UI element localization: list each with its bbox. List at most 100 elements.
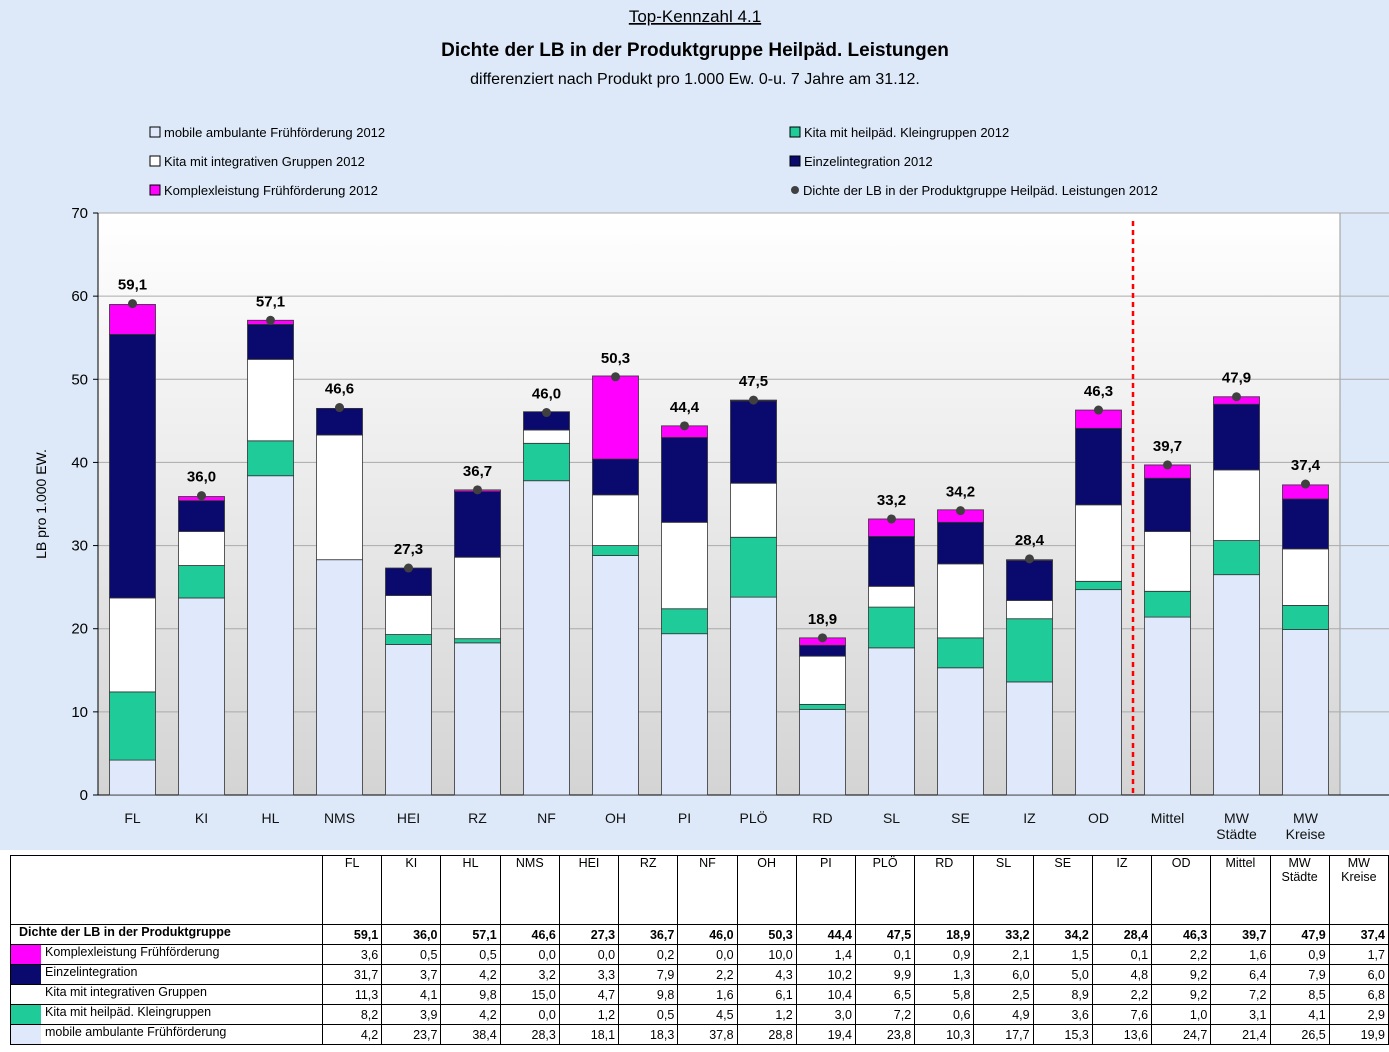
- x-tick-label: KI: [194, 810, 209, 826]
- bar-segment: [178, 500, 225, 532]
- value-cell: 24,7: [1151, 1024, 1212, 1045]
- bar-segment: [799, 708, 846, 796]
- bar-segment: [1006, 600, 1053, 620]
- value-cell: 0,0: [558, 944, 620, 965]
- value-cell: 3,1: [1210, 1004, 1271, 1025]
- legend-label: mobile ambulante Frühförderung 2012: [164, 125, 385, 140]
- value-cell: 2,2: [1151, 944, 1212, 965]
- total-label: 46,3: [1084, 383, 1113, 400]
- bar-segment: [937, 667, 984, 796]
- bar-segment: [178, 531, 225, 566]
- bar-segment: [868, 585, 915, 608]
- total-dot: [1163, 460, 1172, 470]
- x-tick-label: MW Kreise: [1285, 810, 1326, 842]
- total-label: 57,1: [256, 293, 285, 310]
- legend-marker: [789, 126, 801, 138]
- header-cell: FL: [321, 855, 383, 925]
- bar-segment: [1075, 580, 1122, 591]
- y-tick-label: 0: [80, 787, 88, 804]
- row-label-cell: Komplexleistung Frühförderung: [10, 944, 323, 965]
- value-cell: 6,8: [1328, 984, 1389, 1005]
- value-cell: 3,3: [558, 964, 620, 985]
- value-cell: 50,3: [736, 924, 797, 945]
- value-cell: 57,1: [440, 924, 501, 945]
- row-swatch: [11, 945, 41, 964]
- row-label: mobile ambulante Frühförderung: [45, 1025, 227, 1040]
- bar-segment: [178, 565, 225, 599]
- legend-label: Kita mit heilpäd. Kleingruppen 2012: [804, 125, 1009, 140]
- header-cell: OH: [736, 855, 797, 925]
- bar-segment: [385, 634, 432, 645]
- bar-segment: [109, 759, 156, 796]
- value-cell: 3,6: [321, 944, 383, 965]
- value-cell: 0,5: [440, 944, 501, 965]
- row-label-cell: Kita mit heilpäd. Kleingruppen: [10, 1004, 323, 1025]
- header-cell: OD: [1151, 855, 1212, 925]
- value-cell: 8,9: [1032, 984, 1093, 1005]
- value-cell: 9,2: [1151, 964, 1212, 985]
- value-cell: 18,1: [558, 1024, 620, 1045]
- table-row: Komplexleistung Frühförderung 3,6 0,5 0,5 0,…: [10, 944, 1389, 965]
- total-label: 34,2: [946, 484, 975, 501]
- bar-segment: [799, 644, 846, 657]
- total-dot: [887, 514, 896, 524]
- value-cell: 31,7: [321, 964, 383, 985]
- header-cell: SL: [973, 855, 1034, 925]
- total-dot: [1025, 554, 1034, 564]
- row-label: Kita mit heilpäd. Kleingruppen: [45, 1005, 212, 1020]
- bar-segment: [316, 434, 363, 561]
- value-cell: 0,1: [854, 944, 916, 965]
- total-label: 50,3: [601, 350, 630, 367]
- bar-segment: [730, 596, 777, 796]
- bar-segment: [454, 642, 501, 796]
- value-cell: 44,4: [795, 924, 856, 945]
- value-cell: 33,2: [973, 924, 1034, 945]
- value-cell: 4,5: [677, 1004, 738, 1025]
- bar-segment: [1144, 590, 1191, 618]
- row-swatch: [11, 985, 41, 1004]
- value-cell: 36,0: [381, 924, 442, 945]
- bar-segment: [385, 644, 432, 796]
- bar-segment: [730, 536, 777, 598]
- value-cell: 11,3: [321, 984, 383, 1005]
- bar-segment: [1144, 477, 1191, 532]
- x-tick-label: SE: [951, 810, 970, 826]
- row-label-cell: Einzelintegration: [10, 964, 323, 985]
- bar-segment: [247, 358, 294, 442]
- row-label: Einzelintegration: [45, 965, 138, 980]
- x-tick-label: HEI: [396, 810, 421, 826]
- bar-segment: [661, 437, 708, 523]
- bar-segment: [385, 567, 432, 596]
- value-cell: 7,9: [1269, 964, 1330, 985]
- total-dot: [1232, 392, 1241, 402]
- value-cell: 4,3: [736, 964, 797, 985]
- value-cell: 8,5: [1269, 984, 1330, 1005]
- y-tick-label: 70: [71, 205, 88, 222]
- bar-segment: [523, 442, 570, 482]
- total-dot: [818, 633, 827, 643]
- x-tick-label: PI: [677, 810, 692, 826]
- total-dot: [749, 395, 758, 405]
- total-label: 33,2: [877, 492, 906, 509]
- total-dot: [611, 372, 620, 382]
- y-tick-label: 40: [71, 454, 88, 471]
- value-cell: 2,2: [1091, 984, 1153, 1005]
- bar-segment: [868, 647, 915, 796]
- table-row: Einzelintegration 31,7 3,7 4,2 3,2 3,3 7,9 2,2 4…: [10, 964, 1389, 985]
- value-cell: 6,0: [1328, 964, 1389, 985]
- bar-segment: [1213, 540, 1260, 576]
- value-cell: 46,6: [499, 924, 560, 945]
- value-cell: 1,3: [914, 964, 975, 985]
- bar-segment: [1213, 574, 1260, 796]
- value-cell: 6,5: [854, 984, 916, 1005]
- bar-segment: [661, 608, 708, 635]
- total-label: 47,9: [1222, 370, 1251, 387]
- x-tick-label: SL: [882, 810, 901, 826]
- total-dot: [197, 491, 206, 501]
- y-tick-label: 20: [71, 621, 88, 638]
- value-cell: 0,1: [1091, 944, 1153, 965]
- value-cell: 5,8: [914, 984, 975, 1005]
- bar-segment: [109, 597, 156, 693]
- value-cell: 0,6: [914, 1004, 975, 1025]
- x-tick-label: RD: [812, 810, 833, 826]
